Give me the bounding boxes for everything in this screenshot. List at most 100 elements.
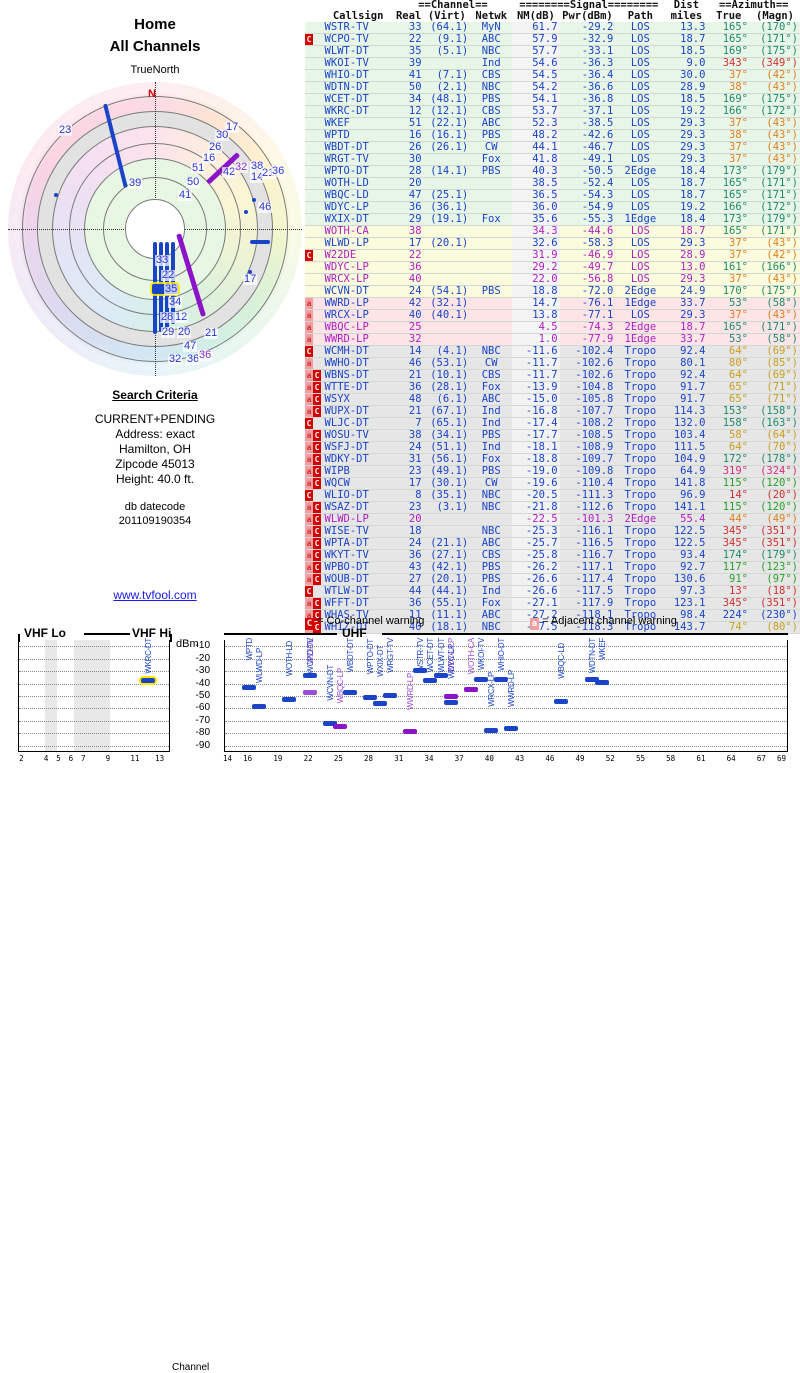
table-row[interactable]: WDTN-DT 50 (2.1) NBC 54.2 -36.6 LOS 28.9 38° (43°… (305, 81, 800, 94)
table-row[interactable]: WBDT-DT 26 (26.1) CW 44.1 -46.7 LOS 29.3 37° (43°… (305, 141, 800, 154)
table-row[interactable]: C WLJC-DT 7 (65.1) Ind -17.4 -108.2 Tropo 132.0 1… (305, 417, 800, 430)
adjacent-channel-warning-icon: a (305, 454, 313, 465)
table-row[interactable]: a C WIPB 23 (49.1) PBS -19.0 -109.8 Tropo 64.9 319… (305, 465, 800, 478)
table-row[interactable]: a WWRD-LP 42 (32.1) 14.7 -76.1 1Edge 33.7 53° (58… (305, 297, 800, 310)
table-row[interactable]: a WRCX-LP 40 (40.1) 13.8 -77.1 LOS 29.3 37° (43°) (305, 309, 800, 322)
table-row[interactable]: a WWHO-DT 46 (53.1) CW -11.7 -102.6 Tropo 80.1 80… (305, 357, 800, 370)
cell-true: 173° (707, 213, 750, 226)
cell-netwk (470, 297, 513, 310)
cell-callsign: WLWD-LP (322, 237, 394, 250)
row-warning (305, 177, 323, 190)
table-row[interactable]: C WCPO-TV 22 (9.1) ABC 57.9 -32.9 LOS 18.7 165° (1… (305, 33, 800, 46)
table-row[interactable]: WSTR-TV 33 (64.1) MyN 61.7 -29.2 LOS 13.3 165° (1… (305, 22, 800, 34)
tvfool-link[interactable]: www.tvfool.com (113, 588, 197, 602)
table-row[interactable]: WKEF 51 (22.1) ABC 52.3 -38.5 LOS 29.3 37° (43°) (305, 117, 800, 130)
signal-marker-label: WHIO-DT (496, 638, 506, 672)
polar-channel-label: 16 (202, 152, 217, 164)
signal-marker-label: WKRC-DT (143, 638, 153, 674)
cell-path: Tropo (615, 549, 666, 562)
table-row[interactable]: a C WDKY-DT 31 (56.1) Fox -18.8 -109.7 Tropo 104.… (305, 453, 800, 466)
table-row[interactable]: a C WPBO-DT 43 (42.1) PBS -26.2 -117.1 Tropo 92.7… (305, 561, 800, 574)
cell-nm: 35.6 (512, 213, 560, 226)
cell-pwr: -77.1 (559, 309, 616, 322)
cell-callsign: WLJC-DT (322, 417, 394, 430)
table-row[interactable]: WLWD-LP 17 (20.1) 32.6 -58.3 LOS 29.3 37° (43°) (305, 237, 800, 250)
cell-path: LOS (615, 117, 666, 130)
table-row[interactable]: a C WSYX 48 (6.1) ABC -15.0 -105.8 Tropo 91.7 65°(… (305, 393, 800, 406)
table-row[interactable]: WKRC-DT 12 (12.1) CBS 53.7 -37.1 LOS 19.2 166° (1… (305, 105, 800, 118)
table-row[interactable]: WCVN-DT 24 (54.1) PBS 18.8 -72.0 2Edge 24.9 170°… (305, 285, 800, 298)
table-row[interactable]: a C WHAS-TV 11 (11.1) ABC -27.2 -118.1 Tropo 98.4… (305, 609, 800, 622)
co-channel-warning-icon: C (313, 478, 321, 489)
adjacent-channel-warning-icon: a (305, 334, 313, 345)
table-row[interactable]: WLWT-DT 35 (5.1) NBC 57.7 -33.1 LOS 18.5 169° (17… (305, 45, 800, 58)
table-row[interactable]: WOTH-LD 20 38.5 -52.4 LOS 18.7 165° (171°) (305, 177, 800, 190)
cell-virt: (42.1) (423, 561, 471, 574)
table-row[interactable]: C W22DE 22 31.9 -46.9 LOS 28.9 37° (42°) (305, 249, 800, 262)
table-row[interactable]: WPTD 16 (16.1) PBS 48.2 -42.6 LOS 29.3 38° (43°) (305, 129, 800, 142)
cell-callsign: WHAS-TV (322, 609, 394, 622)
table-row[interactable]: a WWRD-LP 32 1.0 -77.9 1Edge 33.7 53° (58°) (305, 333, 800, 346)
cell-virt: (40.1) (423, 309, 471, 322)
cell-callsign: WCET-DT (322, 93, 394, 106)
table-row[interactable]: WXIX-DT 29 (19.1) Fox 35.6 -55.3 1Edge 18.4 173°… (305, 213, 800, 226)
signal-marker-label: WPTO-DT (366, 638, 376, 674)
uhf-tick-label: 40 (484, 754, 494, 763)
table-row[interactable]: WPTO-DT 28 (14.1) PBS 40.3 -50.5 2Edge 18.4 173°… (305, 165, 800, 178)
row-warning (305, 285, 323, 298)
vhf-shade-band-b (74, 640, 110, 751)
table-row[interactable]: WRGT-TV 30 Fox 41.8 -49.1 LOS 29.3 37° (43°) (305, 153, 800, 166)
table-row[interactable]: a C WSFJ-DT 24 (51.1) Ind -18.1 -108.9 Tropo 111.… (305, 441, 800, 454)
cell-pwr: -49.7 (559, 261, 616, 274)
table-row[interactable]: a C WKYT-TV 36 (27.1) CBS -25.8 -116.7 Tropo 93.4… (305, 549, 800, 562)
table-row[interactable]: C WTLW-DT 44 (44.1) Ind -26.6 -117.5 Tropo 97.3 1… (305, 585, 800, 598)
cell-real: 50 (393, 81, 424, 94)
cell-virt: (30.1) (423, 477, 471, 490)
table-row[interactable]: WRCX-LP 40 22.0 -56.8 LOS 29.3 37° (43°) (305, 273, 800, 286)
group-header-signal: ========Signal======== (519, 0, 659, 11)
cell-netwk: ABC (470, 117, 513, 130)
table-row[interactable]: a C WBNS-DT 21 (10.1) CBS -11.7 -102.6 Tropo 92.4… (305, 369, 800, 382)
cell-virt: (32.1) (423, 297, 471, 310)
table-row[interactable]: WDYC-LP 36 29.2 -49.7 LOS 13.0 161° (166°) (305, 261, 800, 274)
table-row[interactable]: C WLIO-DT 8 (35.1) NBC -20.5 -111.3 Tropo 96.9 14… (305, 489, 800, 502)
cell-nm: -19.6 (512, 477, 560, 490)
table-row[interactable]: a C WPTA-DT 24 (21.1) ABC -25.7 -116.5 Tropo 122.… (305, 537, 800, 550)
search-criteria: Search Criteria CURRENT+PENDING Address:… (0, 388, 310, 487)
table-row[interactable]: C WCMH-DT 14 (4.1) NBC -11.6 -102.4 Tropo 92.4 64… (305, 345, 800, 358)
table-row[interactable]: a C WSAZ-DT 23 (3.1) NBC -21.8 -112.6 Tropo 141.1… (305, 501, 800, 514)
co-channel-warning-icon: C (313, 610, 321, 621)
adjacent-channel-warning-icon: a (305, 322, 313, 333)
cell-path: Tropo (615, 561, 666, 574)
table-row[interactable]: WDYC-LP 36 (36.1) 36.0 -54.9 LOS 19.2 166° (172°… (305, 201, 800, 214)
cell-dist: 28.9 (665, 81, 708, 94)
table-row[interactable]: WHIO-DT 41 (7.1) CBS 54.5 -36.4 LOS 30.0 37° (42°… (305, 69, 800, 82)
cell-true: 37° (707, 249, 750, 262)
table-row[interactable]: a C WTTE-DT 36 (28.1) Fox -13.9 -104.8 Tropo 91.7… (305, 381, 800, 394)
table-row[interactable]: WOTH-CA 38 34.3 -44.6 LOS 18.7 165° (171°) (305, 225, 800, 238)
table-row[interactable]: a C WOUB-DT 27 (20.1) PBS -26.6 -117.4 Tropo 130.… (305, 573, 800, 586)
row-warning (305, 105, 323, 118)
table-row[interactable]: a C WUPX-DT 21 (67.1) Ind -16.8 -107.7 Tropo 114.… (305, 405, 800, 418)
cell-magn: (123°) (750, 561, 800, 574)
table-row[interactable]: WKOI-TV 39 Ind 54.6 -36.3 LOS 9.0 343° (349°) (305, 57, 800, 70)
cell-callsign: WSYX (322, 393, 394, 406)
cell-path: Tropo (615, 453, 666, 466)
vhf-tick-label: 13 (155, 754, 165, 763)
table-row[interactable]: a WBQC-LP 25 4.5 -74.3 2Edge 18.7 165° (171°) (305, 321, 800, 334)
search-criteria-heading: Search Criteria (112, 388, 198, 402)
signal-marker-label: WBQC-LD (557, 643, 567, 680)
cell-true: 158° (707, 417, 750, 430)
table-row[interactable]: a C WLWD-LP 20 -22.5 -101.3 2Edge 55.4 44° (49°) (305, 513, 800, 526)
cell-pwr: -46.9 (559, 249, 616, 262)
table-row[interactable]: a C WISE-TV 18 NBC -25.3 -116.1 Tropo 122.5 345°(… (305, 525, 800, 538)
row-warning: C (305, 345, 323, 358)
table-row[interactable]: WCET-DT 34 (48.1) PBS 54.1 -36.8 LOS 18.5 169° (1… (305, 93, 800, 106)
cell-magn: (351°) (750, 597, 800, 610)
table-row[interactable]: a C WQCW 17 (30.1) CW -19.6 -110.4 Tropo 141.8 115… (305, 477, 800, 490)
cell-magn: (120°) (750, 477, 800, 490)
table-row[interactable]: a C WFFT-DT 36 (55.1) Fox -27.1 -117.9 Tropo 123.… (305, 597, 800, 610)
table-row[interactable]: WBQC-LD 47 (25.1) 36.5 -54.3 LOS 18.7 165° (171°… (305, 189, 800, 202)
table-row[interactable]: a C WOSU-TV 38 (34.1) PBS -17.7 -108.5 Tropo 103.… (305, 429, 800, 442)
